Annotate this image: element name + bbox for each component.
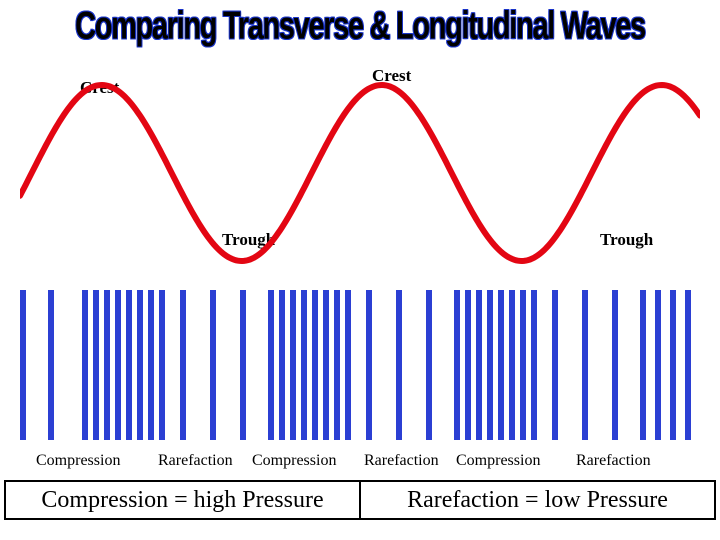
longitudinal-line	[148, 290, 154, 440]
rarefaction-label: Rarefaction	[158, 452, 233, 470]
transverse-wave	[20, 78, 700, 268]
longitudinal-line	[210, 290, 216, 440]
longitudinal-line	[685, 290, 691, 440]
longitudinal-line	[498, 290, 504, 440]
longitudinal-line	[476, 290, 482, 440]
longitudinal-line	[454, 290, 460, 440]
longitudinal-line	[520, 290, 526, 440]
longitudinal-line	[612, 290, 618, 440]
page-root: Comparing Transverse & Longitudinal Wave…	[0, 0, 720, 540]
longitudinal-line	[240, 290, 246, 440]
longitudinal-wave	[20, 290, 700, 440]
longitudinal-line	[180, 290, 186, 440]
sine-path	[20, 85, 700, 261]
longitudinal-line	[582, 290, 588, 440]
longitudinal-line	[93, 290, 99, 440]
longitudinal-line	[301, 290, 307, 440]
longitudinal-line	[640, 290, 646, 440]
longitudinal-line	[137, 290, 143, 440]
rarefaction-label: Rarefaction	[576, 452, 651, 470]
bottom-row: Compression = high Pressure Rarefaction …	[4, 480, 716, 520]
longitudinal-line	[487, 290, 493, 440]
sine-svg	[20, 78, 700, 268]
longitudinal-line	[465, 290, 471, 440]
longitudinal-line	[655, 290, 661, 440]
longitudinal-line	[366, 290, 372, 440]
longitudinal-line	[268, 290, 274, 440]
compression-label: Compression	[456, 452, 540, 470]
longitudinal-line	[104, 290, 110, 440]
longitudinal-line	[345, 290, 351, 440]
longitudinal-line	[20, 290, 26, 440]
compression-label: Compression	[252, 452, 336, 470]
rarefaction-definition: Rarefaction = low Pressure	[361, 480, 716, 520]
longitudinal-line	[426, 290, 432, 440]
longitudinal-line	[82, 290, 88, 440]
longitudinal-line	[115, 290, 121, 440]
longitudinal-line	[531, 290, 537, 440]
longitudinal-line	[126, 290, 132, 440]
page-title: Comparing Transverse & Longitudinal Wave…	[54, 4, 666, 49]
longitudinal-line	[290, 290, 296, 440]
longitudinal-line	[323, 290, 329, 440]
longitudinal-line	[312, 290, 318, 440]
longitudinal-line	[334, 290, 340, 440]
longitudinal-line	[552, 290, 558, 440]
rarefaction-label: Rarefaction	[364, 452, 439, 470]
longitudinal-line	[670, 290, 676, 440]
compression-definition: Compression = high Pressure	[4, 480, 361, 520]
longitudinal-line	[396, 290, 402, 440]
longitudinal-line	[279, 290, 285, 440]
longitudinal-line	[159, 290, 165, 440]
compression-label: Compression	[36, 452, 120, 470]
longitudinal-line	[48, 290, 54, 440]
longitudinal-line	[509, 290, 515, 440]
